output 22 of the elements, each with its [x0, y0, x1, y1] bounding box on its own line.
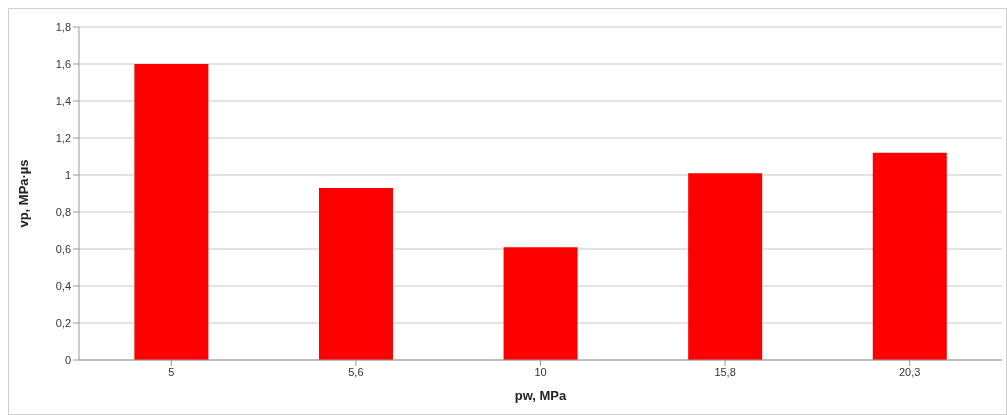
x-tick-label: 20,3: [898, 365, 921, 378]
bar: [688, 173, 763, 360]
y-tick-label: 0,6: [55, 242, 71, 255]
bar: [503, 247, 578, 360]
x-axis-title: pw, MPa: [514, 388, 568, 403]
y-tick-label: 0,8: [55, 205, 71, 218]
bar: [318, 187, 393, 360]
x-tick-label: 5: [168, 365, 175, 378]
bar: [872, 152, 947, 360]
x-tick-label: 10: [534, 365, 547, 378]
y-tick-label: 1,4: [55, 94, 71, 107]
y-tick-label: 1: [64, 168, 71, 181]
y-tick-label: 1,2: [55, 131, 71, 144]
y-axis-title: vp, MPa·µs: [15, 159, 31, 228]
y-tick-label: 0,2: [55, 316, 71, 329]
y-tick-label: 1,6: [55, 57, 71, 70]
x-tick-label: 5,6: [348, 365, 364, 378]
bar: [134, 64, 209, 360]
y-tick-label: 0: [64, 353, 71, 366]
y-tick-label: 1,8: [55, 20, 71, 33]
y-tick-label: 0,4: [55, 279, 71, 292]
x-tick-label: 15,8: [714, 365, 736, 378]
